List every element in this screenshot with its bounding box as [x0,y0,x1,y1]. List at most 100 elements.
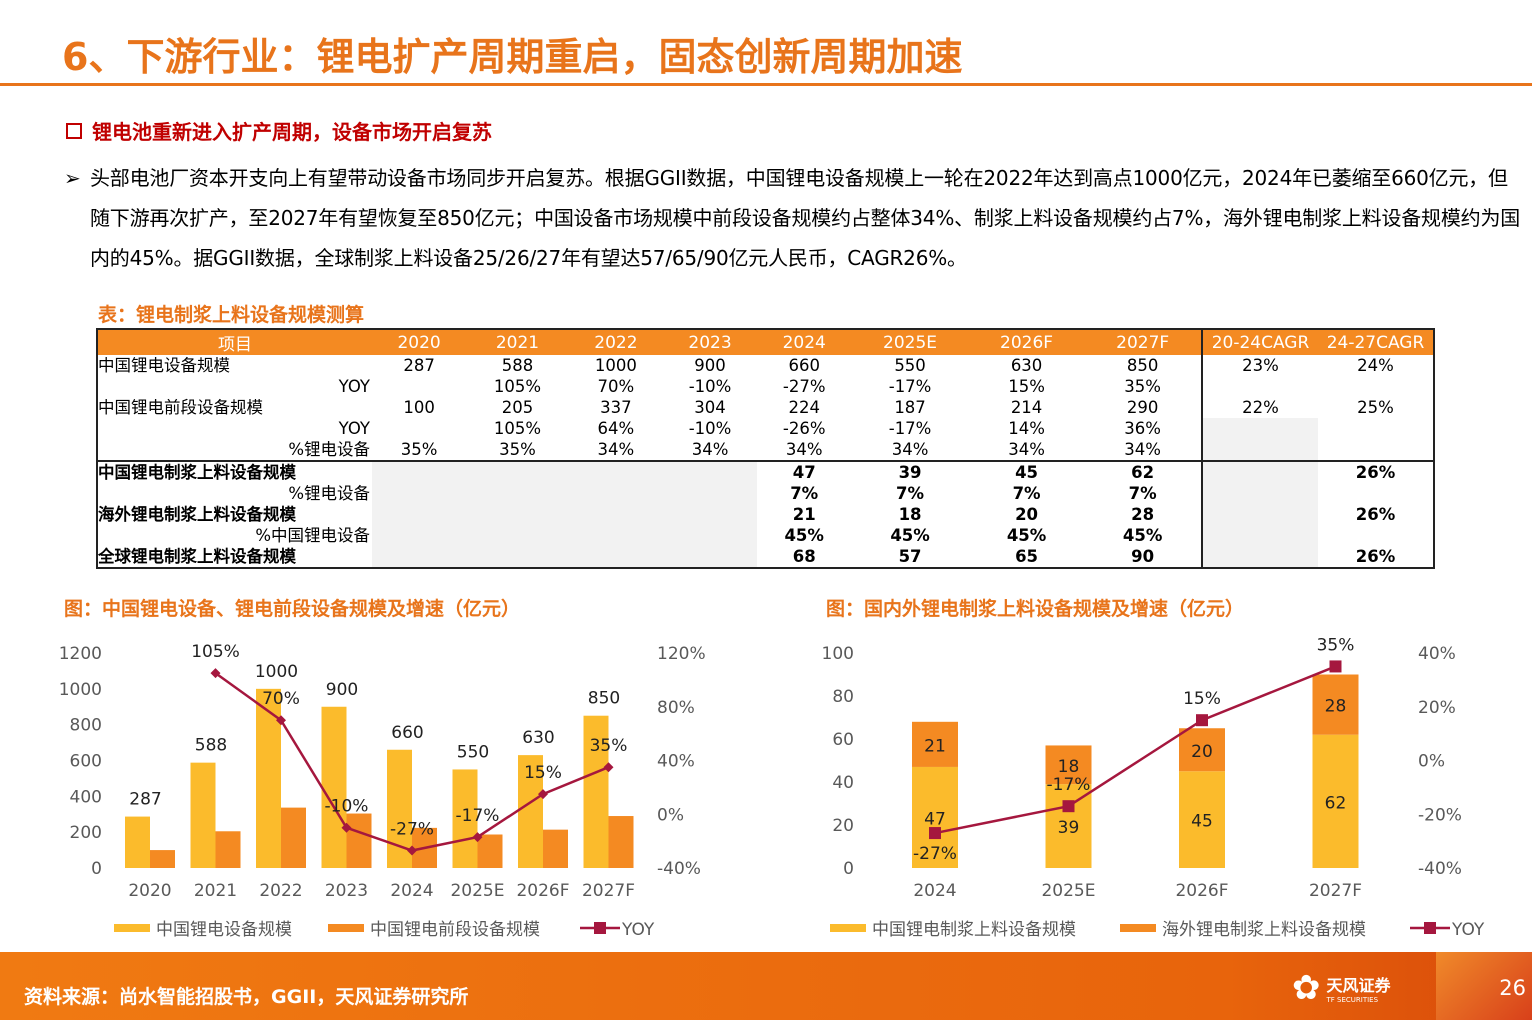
legend-label: 中国锂电设备规模 [156,920,292,940]
table-cell: 850 [1126,356,1159,375]
yoy-marker [472,832,483,843]
x-tick-label: 2024 [913,881,956,901]
y2-tick-label: 80% [657,698,695,718]
y2-tick-label: -20% [1418,805,1462,825]
square-bullet-icon [66,122,82,139]
table-cell [466,525,569,546]
bar [256,688,281,868]
yoy-marker [1196,714,1208,727]
table-cell [568,504,663,525]
table-cell: 中国锂电设备规模 [98,356,230,375]
yoy-data-label: -17% [1047,775,1091,795]
table-cell: YOY [338,419,370,438]
table-cell: 57 [898,547,922,566]
table-cell: -10% [688,377,732,396]
table-cell: 7% [790,484,819,503]
y-tick-label: 1200 [59,644,102,664]
bar-data-label: 287 [129,790,161,810]
y2-tick-label: 40% [1418,644,1456,664]
table-cell: 62 [1084,460,1202,483]
table-cell: 18 [898,505,922,524]
y2-tick-label: 20% [1418,698,1456,718]
table-cell: 588 [501,356,534,375]
table-cell: 205 [501,398,534,417]
yoy-data-label: 15% [524,763,562,783]
bar-data-label: 18 [1058,757,1080,777]
y-tick-label: 60 [832,730,854,750]
table-cell [1201,439,1318,461]
x-tick-label: 2023 [325,881,368,901]
bar-data-label: 62 [1325,793,1347,813]
table-cell: 900 [694,356,726,375]
logo-text: 天风证券 [1326,976,1391,995]
table-header-cell: 2023 [662,329,758,355]
y-tick-label: 40 [832,773,854,793]
bar [125,816,150,868]
table-cell [372,525,467,546]
y2-tick-label: -40% [657,859,701,879]
x-tick-label: 2021 [194,881,237,901]
bar [608,816,634,868]
table-header-cell: 2021 [466,329,569,355]
x-tick-label: 2025E [1041,881,1095,901]
table-cell [1318,376,1434,397]
table-cell [1201,525,1318,546]
yoy-data-label: 35% [1317,635,1355,655]
legend-marker [1424,922,1436,934]
table-header-cell: 2020 [372,329,467,355]
table-cell [1201,460,1318,483]
x-tick-label: 2026F [1175,881,1228,901]
bar-data-label: 900 [326,680,358,700]
yoy-line [934,665,1336,835]
table-cell [662,504,758,525]
table-cell: 34% [785,440,823,459]
table-cell: 34% [1008,440,1045,459]
x-tick-label: 2027F [1309,881,1362,901]
bar-data-label: 47 [924,809,946,829]
footer-bar [0,952,1532,1020]
table-cell [662,525,758,546]
table-cell: 290 [1126,398,1159,417]
yoy-data-label: -17% [456,806,500,826]
bar-data-label: 1000 [255,662,298,682]
legend-swatch [114,924,150,932]
bar [150,850,175,868]
y2-tick-label: 0% [1418,752,1445,772]
bar [1179,771,1225,868]
bar [583,715,609,868]
page-number: 26 [1436,952,1532,1020]
table-cell: 630 [1010,356,1043,375]
table-cell: 海外锂电制浆上料设备规模 [98,505,296,524]
bar-data-label: 39 [1058,818,1080,838]
bar [912,721,958,767]
chart2-title: 图：国内外锂电制浆上料设备规模及增速（亿元） [826,598,1245,620]
x-tick-label: 2027F [582,881,635,901]
table-cell: 304 [694,398,726,417]
table-row: YOY 105% 70% -10% -27% -17% 15% 35% [97,376,1434,397]
bar-data-label: 45 [1191,812,1213,832]
table-cell: 1000 [594,356,637,375]
table-cell: YOY [338,377,370,396]
table-cell: 26% [1355,547,1396,566]
table-header-cell: 20-24CAGR [1201,329,1318,355]
table-header-cell: 2027F [1084,329,1202,355]
table-cell: %锂电设备 [288,484,370,503]
table-cell: 45% [1006,526,1047,545]
table-cell: -10% [688,419,732,438]
legend-label: 海外锂电制浆上料设备规模 [1162,920,1366,940]
yoy-marker [538,789,548,800]
table-cell: 68 [792,547,816,566]
y2-tick-label: 0% [657,805,684,825]
legend-swatch [1120,924,1156,932]
y-tick-label: 400 [70,787,102,807]
yoy-data-label: 35% [590,736,628,756]
x-tick-label: 2026F [516,881,569,901]
table-cell: 34% [597,440,635,459]
table-cell [662,483,758,504]
table-cell: 21 [792,505,816,524]
bar [452,769,478,868]
table-cell: 25% [1357,398,1394,417]
table-cell: 28 [1131,505,1155,524]
bar [1312,734,1359,868]
section-heading-text: 锂电池重新进入扩产周期，设备市场开启复苏 [92,120,492,144]
